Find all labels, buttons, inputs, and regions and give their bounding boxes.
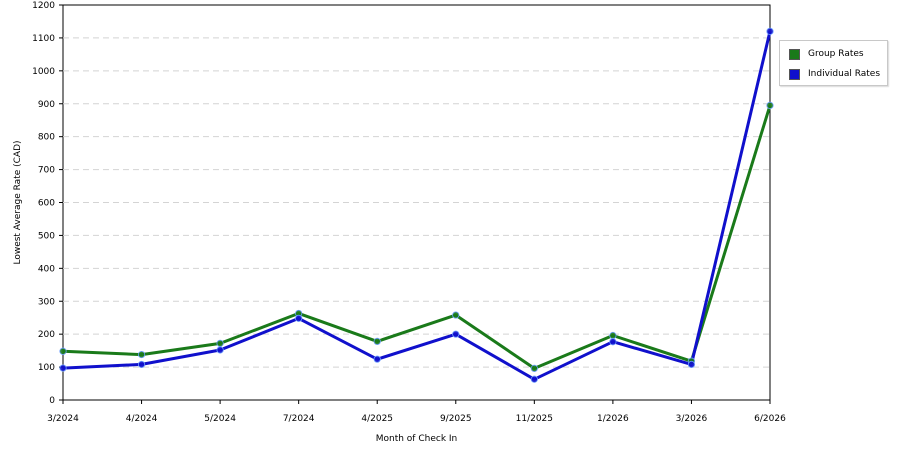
y-tick-label: 1100 [32,34,55,44]
y-tick-label: 800 [38,133,55,143]
data-point-group-rates [766,101,774,109]
x-tick-label: 3/2026 [676,414,708,424]
x-axis: 3/2024 4/2024 5/2024 7/2024 4/2025 9/2025 11/2… [47,400,786,424]
legend: Group Rates Individual Rates [779,40,888,86]
data-point-group-rates [59,347,67,355]
series-line-individual-rates [62,30,772,381]
data-point-individual-rates [373,355,381,363]
y-tick-label: 1000 [32,67,55,77]
data-point-group-rates [137,350,146,359]
data-point-individual-rates [687,360,696,369]
x-tick-label: 4/2024 [126,414,158,424]
y-tick-label: 1200 [32,1,55,11]
y-tick-label: 600 [38,199,55,209]
y-tick-label: 100 [38,363,55,373]
data-point-individual-rates [609,338,617,346]
y-tick-label: 500 [38,231,55,241]
x-tick-label: 11/2025 [516,414,553,424]
x-tick-label: 6/2026 [754,414,786,424]
x-tick-label: 9/2025 [440,414,472,424]
legend-label-individual-rates: Individual Rates [808,69,881,79]
data-point-group-rates [609,331,617,340]
legend-swatch-individual-rates [789,68,800,80]
data-point-individual-rates [452,330,460,338]
x-axis-title: Month of Check In [376,434,458,444]
series-line-group-rates [62,104,772,370]
x-tick-label: 7/2024 [283,414,315,424]
series-lines [62,30,772,381]
data-point-individual-rates [59,364,67,372]
y-tick-label: 200 [38,330,55,340]
data-point-individual-rates [295,314,303,322]
x-tick-label: 3/2024 [47,414,79,424]
data-point-group-rates [452,311,460,319]
legend-item-group-rates: Group Rates [789,47,864,61]
data-point-individual-rates [766,27,774,35]
data-point-individual-rates [530,375,538,383]
legend-swatch-group-rates [789,48,800,60]
data-point-group-rates [216,339,224,347]
gridlines [62,4,771,401]
y-axis-title: Lowest Average Rate (CAD) [13,140,23,264]
y-axis: 0 100 200 300 400 500 600 700 800 900 1000 1100 1200 [32,1,63,406]
y-tick-label: 700 [38,166,55,176]
legend-item-individual-rates: Individual Rates [789,67,880,81]
x-tick-label: 4/2025 [361,414,393,424]
series-points [59,27,774,383]
y-tick-label: 300 [38,297,55,307]
data-point-individual-rates [137,360,146,369]
y-tick-label: 0 [49,396,55,406]
legend-label-group-rates: Group Rates [808,49,864,59]
data-point-group-rates [373,337,381,346]
data-point-group-rates [530,364,538,372]
y-tick-label: 400 [38,264,55,274]
data-point-individual-rates [216,346,224,354]
x-tick-label: 1/2026 [597,414,629,424]
y-tick-label: 900 [38,100,55,110]
x-tick-label: 5/2024 [204,414,236,424]
